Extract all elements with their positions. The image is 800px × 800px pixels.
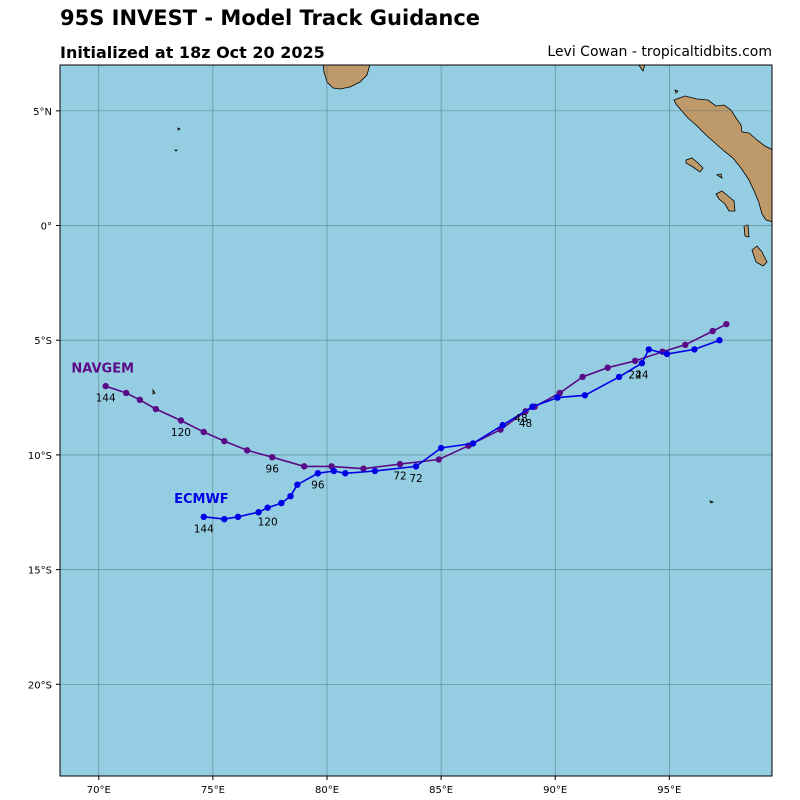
track-point (716, 337, 723, 344)
chart-subtitle: Initialized at 18z Oct 20 2025 (60, 43, 325, 62)
lon-tick-label: 70°E (87, 785, 111, 796)
track-point (435, 456, 443, 463)
track-point (615, 373, 623, 381)
track-point (294, 481, 301, 488)
land-island-a (685, 157, 704, 173)
land-islet-5 (709, 500, 715, 504)
track-point (631, 357, 639, 365)
model-name-label: ECMWF (174, 492, 229, 507)
forecast-hour-label: 24 (628, 370, 642, 382)
lat-tick-label: 5°N (33, 107, 52, 118)
forecast-hour-label: 24 (635, 370, 649, 382)
forecast-hour-label: 72 (409, 473, 422, 485)
lon-tick-label: 80°E (315, 785, 339, 796)
track-point (221, 515, 228, 523)
track-point (136, 396, 144, 404)
land-island-c (715, 173, 723, 179)
lon-tick-label: 75°E (201, 785, 225, 796)
track-point (234, 513, 242, 521)
map-frame (59, 64, 773, 777)
forecast-hour-label: 144 (96, 393, 116, 405)
lat-tick-label: 15°S (28, 566, 52, 577)
track-point (499, 421, 506, 429)
track-point (682, 341, 689, 349)
forecast-hour-label: 120 (171, 427, 191, 439)
lat-tick-label: 20°S (28, 680, 52, 691)
land-islet-2 (177, 127, 181, 131)
lat-tick-label: 0° (41, 222, 52, 233)
track-point (360, 465, 367, 472)
track-point (255, 509, 262, 516)
track-point (638, 359, 646, 367)
track-point (709, 327, 716, 335)
land-sumatra (673, 95, 772, 223)
track-point (723, 320, 730, 328)
track-point (122, 389, 130, 397)
track-point (200, 428, 207, 436)
axis-ticks: 70°E 75°E 80°E 85°E 90°E 95°E 5°N 0° 5°S 10°S 15°S… (28, 107, 681, 796)
track-point (412, 463, 420, 470)
land-islet-3 (174, 149, 178, 152)
land-islet-1 (674, 89, 679, 94)
track-ecmwf: 24 48 72 96 120 144 ECMWF (174, 337, 723, 535)
track-point (581, 392, 589, 399)
track-point (663, 350, 671, 358)
land-islet-4 (152, 388, 156, 395)
track-point (314, 470, 322, 477)
track-line (105, 323, 727, 470)
lon-tick-label: 95°E (657, 785, 681, 796)
land-island-e (751, 245, 768, 267)
land-tiny-north (638, 65, 646, 72)
track-point (579, 373, 586, 381)
land-island-b (715, 190, 736, 212)
track-point (691, 346, 698, 353)
track-point (469, 440, 477, 447)
track-point (264, 504, 271, 511)
track-point (604, 364, 611, 371)
track-point (342, 470, 349, 477)
model-tracks: 24 48 72 96 120 144 NAVGEM 24 48 72 96 120 144 ECMWF (71, 320, 730, 535)
track-point (396, 460, 404, 468)
track-point (177, 417, 185, 424)
forecast-hour-label: 72 (393, 471, 406, 483)
track-point (554, 394, 561, 401)
track-point (645, 346, 652, 353)
track-point (287, 492, 294, 500)
lon-tick-label: 90°E (543, 785, 567, 796)
land-masses (152, 65, 772, 504)
forecast-hour-label: 96 (266, 464, 280, 476)
track-point (221, 437, 228, 445)
track-point (529, 403, 536, 410)
model-name-label: NAVGEM (71, 361, 134, 376)
forecast-hour-label: 96 (311, 480, 325, 492)
credit-text: Levi Cowan - tropicaltidbits.com (547, 44, 772, 60)
track-point (371, 467, 379, 475)
track-point (300, 463, 308, 470)
ocean-background (60, 65, 772, 776)
track-point (152, 405, 160, 413)
track-navgem: 24 48 72 96 120 144 NAVGEM (71, 320, 730, 483)
track-point (330, 467, 338, 475)
land-sri-lanka (322, 65, 371, 90)
land-island-d (743, 224, 750, 238)
track-point (437, 444, 445, 452)
lon-tick-label: 85°E (429, 785, 453, 796)
forecast-hour-label: 48 (519, 418, 532, 430)
lat-tick-label: 5°S (34, 336, 52, 347)
lat-tick-label: 10°S (28, 451, 52, 462)
forecast-hour-label: 120 (258, 516, 278, 528)
track-point (200, 513, 207, 521)
chart-title: 95S INVEST - Model Track Guidance (60, 6, 481, 30)
track-point (278, 499, 285, 507)
track-point (243, 447, 251, 454)
graticule (60, 65, 772, 776)
forecast-hour-label: 144 (194, 523, 214, 535)
track-point (102, 382, 109, 390)
track-point (269, 453, 276, 461)
forecast-hour-label: 48 (514, 413, 527, 425)
